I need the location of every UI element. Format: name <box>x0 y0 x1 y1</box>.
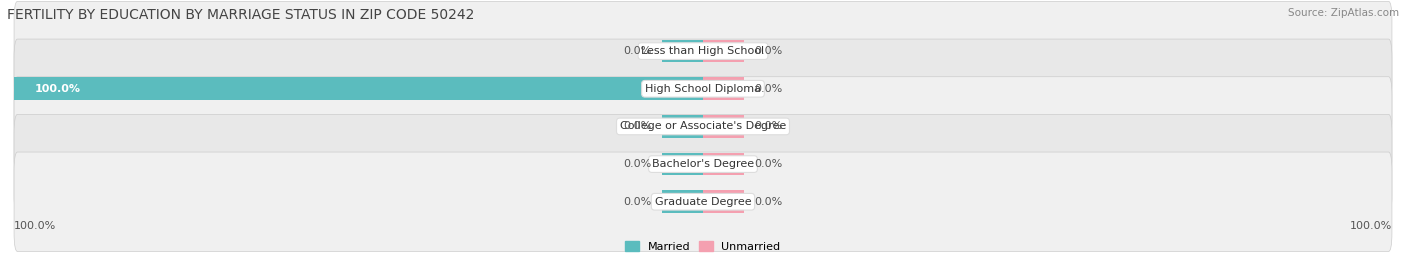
Text: Source: ZipAtlas.com: Source: ZipAtlas.com <box>1288 8 1399 18</box>
Bar <box>703 190 744 213</box>
Text: Less than High School: Less than High School <box>641 46 765 56</box>
Text: 0.0%: 0.0% <box>755 121 783 132</box>
Text: 0.0%: 0.0% <box>623 46 651 56</box>
Text: 100.0%: 100.0% <box>1350 221 1392 231</box>
FancyBboxPatch shape <box>14 1 1392 101</box>
Text: 0.0%: 0.0% <box>755 84 783 94</box>
Bar <box>703 77 744 100</box>
Text: 0.0%: 0.0% <box>623 121 651 132</box>
Text: 0.0%: 0.0% <box>623 197 651 207</box>
Bar <box>703 153 744 175</box>
FancyBboxPatch shape <box>14 77 1392 176</box>
FancyBboxPatch shape <box>14 39 1392 139</box>
Bar <box>14 77 703 100</box>
FancyBboxPatch shape <box>14 152 1392 252</box>
Text: Graduate Degree: Graduate Degree <box>655 197 751 207</box>
Text: 0.0%: 0.0% <box>755 46 783 56</box>
Text: 0.0%: 0.0% <box>755 159 783 169</box>
Bar <box>662 40 703 62</box>
Text: 0.0%: 0.0% <box>755 197 783 207</box>
Legend: Married, Unmarried: Married, Unmarried <box>621 237 785 256</box>
Text: 0.0%: 0.0% <box>623 159 651 169</box>
Bar <box>703 115 744 138</box>
Text: Bachelor's Degree: Bachelor's Degree <box>652 159 754 169</box>
Text: 100.0%: 100.0% <box>35 84 80 94</box>
Text: 100.0%: 100.0% <box>14 221 56 231</box>
Bar <box>662 190 703 213</box>
Bar <box>662 115 703 138</box>
Text: FERTILITY BY EDUCATION BY MARRIAGE STATUS IN ZIP CODE 50242: FERTILITY BY EDUCATION BY MARRIAGE STATU… <box>7 8 474 22</box>
Bar <box>662 153 703 175</box>
Bar <box>703 40 744 62</box>
Text: High School Diploma: High School Diploma <box>645 84 761 94</box>
FancyBboxPatch shape <box>14 114 1392 214</box>
Text: College or Associate's Degree: College or Associate's Degree <box>620 121 786 132</box>
